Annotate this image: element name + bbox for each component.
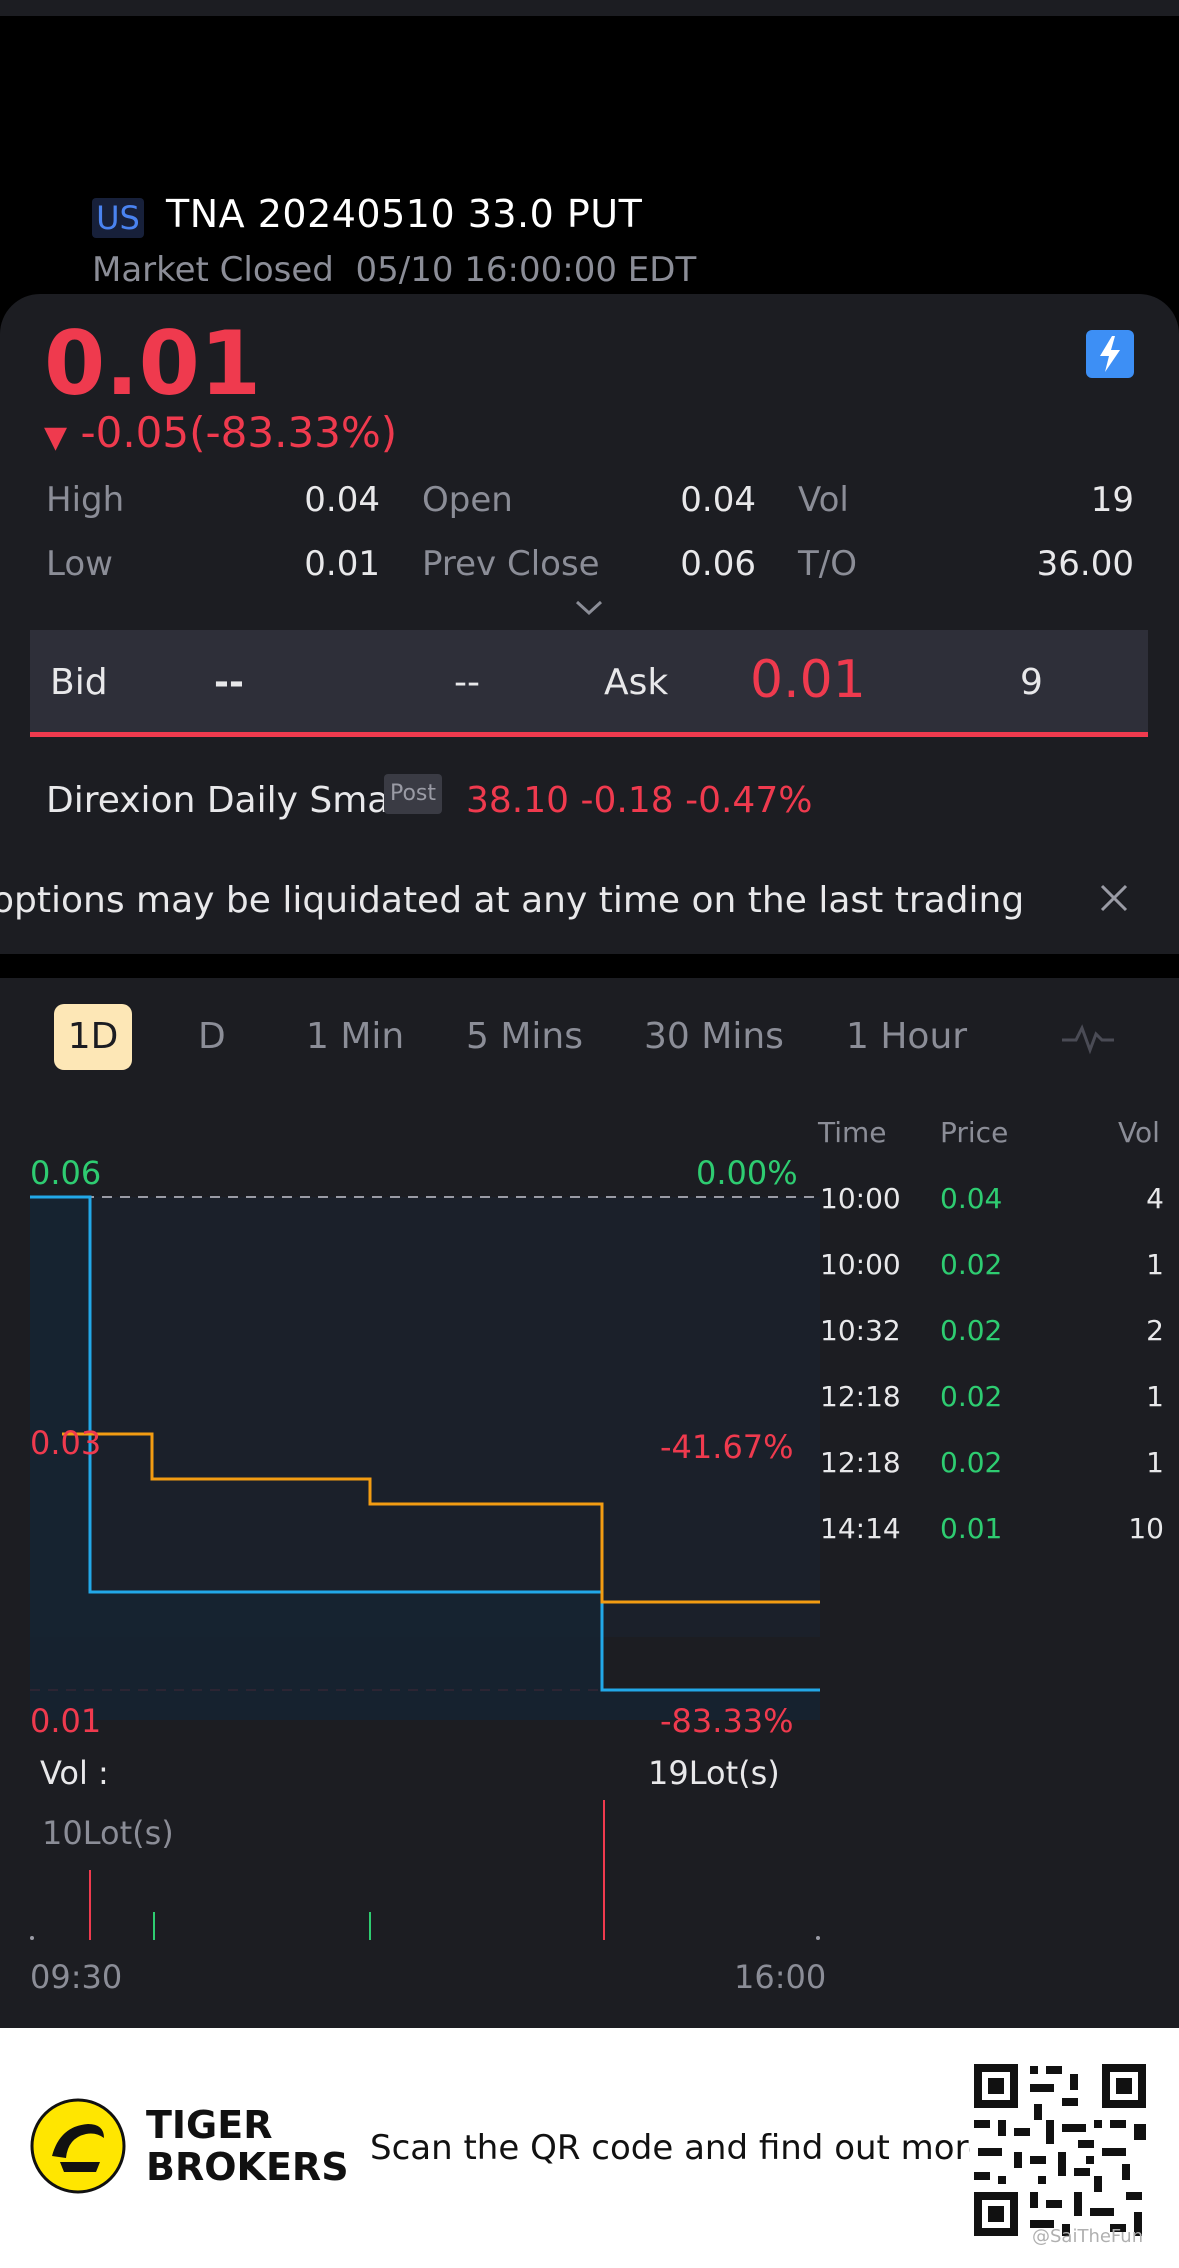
trade-price: 0.02 <box>940 1248 1003 1281</box>
indicator-icon[interactable] <box>1060 1018 1116 1062</box>
section-gap <box>0 954 1179 978</box>
stat-value-low: 0.01 <box>304 544 380 584</box>
volume-label: Vol : <box>40 1754 109 1792</box>
tab-1-min[interactable]: 1 Min <box>306 1016 405 1057</box>
trade-time: 12:18 <box>820 1380 901 1413</box>
trade-price: 0.01 <box>940 1512 1003 1545</box>
volume-chart <box>30 1800 820 1940</box>
tiger-logo-icon <box>30 2098 126 2198</box>
chart-min-price: 0.01 <box>30 1702 102 1740</box>
chart-mid-price: 0.03 <box>30 1424 102 1462</box>
tab-1-hour[interactable]: 1 Hour <box>846 1016 968 1057</box>
stat-value-prev-close: 0.06 <box>680 544 756 584</box>
brand-line-2: BROKERS <box>146 2145 349 2189</box>
average-price-line <box>62 1432 820 1604</box>
underlying-quote: 38.10 -0.18 -0.47% <box>466 780 813 821</box>
trade-time: 10:00 <box>820 1248 901 1281</box>
change-value: -0.05(-83.33%) <box>80 408 398 457</box>
stat-label-turnover: T/O <box>798 544 857 584</box>
underlying-name[interactable]: Direxion Daily Sma <box>46 780 390 821</box>
stat-label-open: Open <box>422 480 513 520</box>
trade-time: 12:18 <box>820 1446 901 1479</box>
status-bar <box>0 0 1179 16</box>
trade-volume: 4 <box>1146 1182 1164 1215</box>
trade-time: 10:32 <box>820 1314 901 1347</box>
trades-header-time: Time <box>818 1116 887 1149</box>
market-status: Market Closed 05/10 16:00:00 EDT <box>92 250 697 290</box>
stat-value-turnover: 36.00 <box>1036 544 1134 584</box>
chart-min-pct: -83.33% <box>660 1702 794 1740</box>
stat-label-low: Low <box>46 544 113 584</box>
close-icon[interactable] <box>1096 880 1132 920</box>
ask-label: Ask <box>604 662 669 703</box>
stat-value-high: 0.04 <box>304 480 380 520</box>
trade-price: 0.02 <box>940 1314 1003 1347</box>
brand-line-1: TIGER <box>146 2103 273 2147</box>
stat-value-open: 0.04 <box>680 480 756 520</box>
scan-qr-text: Scan the QR code and find out more <box>370 2128 989 2168</box>
last-price: 0.01 <box>44 312 262 415</box>
axis-end-dot <box>816 1936 820 1940</box>
trade-volume: 1 <box>1146 1446 1164 1479</box>
option-symbol: TNA 20240510 33.0 PUT <box>166 192 643 236</box>
stat-label-vol: Vol <box>798 480 849 520</box>
tab-30-mins[interactable]: 30 Mins <box>644 1016 784 1057</box>
tab-5-mins[interactable]: 5 Mins <box>466 1016 583 1057</box>
trade-price: 0.02 <box>940 1380 1003 1413</box>
stat-label-prev-close: Prev Close <box>422 544 600 584</box>
notice-text: options may be liquidated at any time on… <box>0 880 1025 921</box>
bid-ask-divider <box>30 732 1148 737</box>
stat-label-high: High <box>46 480 125 520</box>
quote-card <box>0 294 1179 954</box>
trade-price: 0.02 <box>940 1446 1003 1479</box>
trade-volume: 1 <box>1146 1248 1164 1281</box>
intraday-price-chart <box>30 1195 820 1720</box>
trade-volume: 2 <box>1146 1314 1164 1347</box>
bid-size: -- <box>454 662 480 703</box>
price-line <box>30 1195 820 1692</box>
trades-header-vol: Vol <box>1118 1116 1160 1149</box>
ask-size: 9 <box>1020 662 1043 703</box>
watermark: @SaiTheFun <box>1032 2226 1144 2247</box>
notice-banner: options may be liquidated at any time on… <box>0 876 1060 932</box>
tab-1d[interactable]: 1D <box>54 1004 132 1070</box>
trade-time: 14:14 <box>820 1512 901 1545</box>
bid-label: Bid <box>50 662 108 703</box>
trade-time: 10:00 <box>820 1182 901 1215</box>
chart-mid-pct: -41.67% <box>660 1428 794 1466</box>
market-badge: US <box>92 198 144 238</box>
lightning-icon[interactable] <box>1086 330 1134 378</box>
bid-price: -- <box>214 662 244 703</box>
price-line-area <box>30 1197 820 1720</box>
bid-ask-bar <box>30 630 1148 734</box>
trade-volume: 10 <box>1128 1512 1164 1545</box>
ask-price: 0.01 <box>750 650 866 710</box>
tab-daily[interactable]: D <box>198 1016 226 1057</box>
expand-chevron-icon[interactable] <box>574 598 604 622</box>
trades-header-price: Price <box>940 1116 1009 1149</box>
chart-area-fill <box>30 1197 820 1637</box>
price-change: ▼ -0.05(-83.33%) <box>44 408 397 457</box>
down-arrow-icon: ▼ <box>44 420 68 455</box>
trade-price: 0.04 <box>940 1182 1003 1215</box>
session-badge: Post <box>384 774 442 814</box>
chart-max-pct: 0.00% <box>696 1154 798 1192</box>
axis-end-time: 16:00 <box>734 1958 827 1996</box>
stat-value-vol: 19 <box>1090 480 1134 520</box>
trade-volume: 1 <box>1146 1380 1164 1413</box>
volume-total: 19Lot(s) <box>648 1754 780 1792</box>
volume-scale: 10Lot(s) <box>42 1814 174 1852</box>
axis-start-dot <box>30 1936 34 1940</box>
axis-start-time: 09:30 <box>30 1958 123 1996</box>
chart-max-price: 0.06 <box>30 1154 102 1192</box>
qr-code-icon <box>970 2060 1150 2240</box>
